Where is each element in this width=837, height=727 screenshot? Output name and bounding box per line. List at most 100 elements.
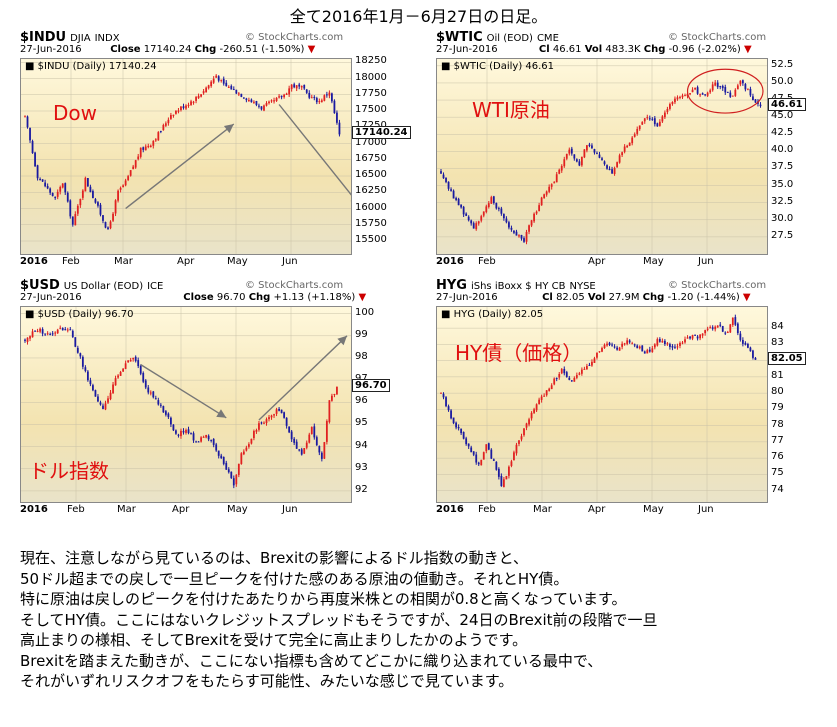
candle-body [137, 360, 140, 367]
candle-body [175, 430, 177, 434]
candle-body [263, 105, 265, 111]
candle-body [699, 334, 702, 339]
candle-body [230, 471, 233, 478]
usd-chart: $USD US Dollar (EOD) ICE © StockCharts.com… [20, 278, 405, 523]
candle-body [245, 98, 248, 101]
y-tick-label: 81 [771, 369, 784, 381]
candle-body [237, 93, 240, 95]
candle-body [298, 84, 301, 87]
candle-body [472, 451, 475, 455]
candle-body [455, 198, 457, 200]
candle-body [669, 104, 671, 109]
candle-body [325, 94, 328, 96]
candle-body [460, 204, 463, 208]
candle-body [555, 174, 558, 183]
candle-body [540, 197, 543, 206]
candle-body [593, 149, 596, 153]
trend-arrow [278, 104, 351, 196]
candle-body [749, 347, 752, 352]
candle-body [89, 380, 92, 385]
candle-body [674, 98, 676, 103]
candle-body [578, 373, 581, 375]
series-marker-icon: ■ [441, 61, 454, 72]
candle-body [465, 213, 468, 216]
candle-body [696, 336, 699, 339]
candle-body [704, 94, 707, 96]
candle-body [570, 380, 573, 382]
candle-body [313, 426, 316, 438]
candle-body [197, 441, 200, 443]
candle-body [205, 434, 208, 438]
y-tick-label: 77 [771, 434, 784, 446]
candle-body [573, 377, 576, 382]
candle-body [210, 81, 213, 87]
candle-body [563, 159, 566, 167]
candle-body [170, 417, 172, 425]
candle-body [638, 346, 641, 349]
commentary-line: Brexitを踏まえた動きが、ここにない指標も含めてどこかに織り込まれている最中… [20, 651, 603, 670]
candle-body [505, 476, 508, 480]
y-tick-label: 94 [355, 439, 368, 451]
x-tick-label: Jun [282, 504, 298, 515]
candle-body [613, 346, 616, 348]
candle-body [616, 162, 618, 168]
commentary-line: 現在、注意しながら見ているのは、Brexitの影響によるドル指数の動きと、 [20, 549, 528, 567]
plot-area: ■ $INDU (Daily) 17140.24 Dow [20, 58, 352, 255]
candle-body [528, 225, 530, 232]
candle-body [691, 89, 694, 93]
y-tick-label: 42.5 [771, 127, 794, 139]
candle-body [593, 358, 596, 363]
candle-body [308, 434, 311, 443]
y-tick-label: 84 [771, 321, 784, 333]
candle-body [487, 203, 490, 207]
x-tick-label: May [643, 504, 664, 515]
candle-body [548, 186, 551, 192]
candle-body [477, 462, 480, 465]
last-price-label: 82.05 [768, 351, 806, 365]
price-canvas [21, 307, 351, 502]
candle-body [759, 104, 762, 107]
page-title: 全て2016年1月－6月27日の日足。 [289, 7, 548, 26]
stockcharts-watermark: © StockCharts.com [668, 32, 767, 43]
candle-body [497, 208, 500, 210]
dow-chart: $INDU DJIA INDX © StockCharts.com 27-Jun-2… [20, 30, 411, 275]
y-tick-label: 79 [771, 402, 784, 414]
candle-body [492, 196, 495, 204]
candle-body [154, 398, 157, 400]
candle-body [510, 227, 513, 230]
candle-body [41, 329, 44, 334]
candle-body [308, 92, 311, 98]
candle-body [490, 197, 493, 204]
candle-body [59, 327, 62, 329]
candle-body [671, 346, 674, 348]
candle-body [102, 215, 104, 221]
candle-body [97, 396, 99, 402]
candle-body [313, 96, 316, 98]
candle-body [545, 390, 548, 396]
candle-body [283, 412, 286, 418]
candle-body [232, 89, 235, 91]
candle-body [31, 331, 34, 338]
candle-body [586, 366, 588, 370]
candle-body [258, 105, 260, 107]
candle-body [36, 330, 39, 332]
chart-legend: ■ HYG (Daily) 82.05 [441, 309, 544, 320]
candle-body [200, 437, 202, 442]
candle-body [648, 118, 651, 120]
candle-body [79, 198, 82, 206]
commentary-line: 特に原油は戻しのピークを付けたあたりから再度米株との相関が0.8と高くなっていま… [20, 590, 627, 608]
candle-body [719, 324, 722, 326]
candle-body [651, 118, 654, 120]
candle-body [744, 84, 747, 90]
candle-body [46, 185, 49, 189]
candle-body [293, 84, 296, 88]
candle-body [616, 347, 618, 350]
candle-body [729, 92, 732, 97]
candle-body [172, 424, 175, 431]
candle-body [518, 235, 520, 237]
candle-body [39, 178, 41, 180]
candle-body [548, 388, 551, 391]
x-tick-label: Jun [698, 256, 714, 267]
candle-body [49, 333, 52, 335]
candle-body [508, 466, 510, 476]
